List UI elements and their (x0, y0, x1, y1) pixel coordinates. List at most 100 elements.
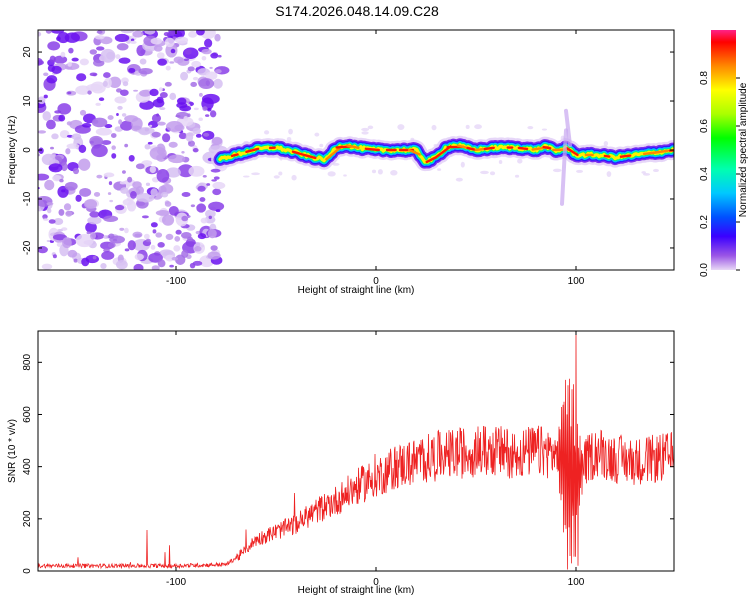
spectrogram-noise-blob (209, 66, 213, 69)
spectrogram-noise-blob (149, 124, 153, 127)
spectrogram-noise-blob (78, 158, 91, 171)
spectrogram-noise-blob (127, 176, 133, 183)
spectrogram-noise-blob (166, 121, 184, 132)
spectrogram-noise-blob (89, 49, 98, 55)
spectrogram-noise-blob (91, 117, 108, 128)
spectrogram-noise-blob (192, 260, 203, 266)
spectrogram-noise-blob (66, 121, 72, 126)
spectrogram-noise-blob (102, 80, 108, 87)
spectrogram-noise-blob (180, 71, 189, 81)
spectrogram-noise-blob (41, 263, 53, 270)
spectrogram-noise-blob (134, 253, 144, 261)
spectrogram-noise-blob (155, 209, 170, 216)
spectrogram-noise-blob (75, 194, 82, 202)
spectrogram-noise-blob (122, 170, 126, 174)
spectrogram-noise-blob (48, 163, 63, 173)
snr-xtick-label: -100 (166, 577, 186, 588)
spectrogram-noise-blob (183, 115, 189, 122)
spectrogram-noise-blob (474, 124, 482, 130)
spectrogram-noise-blob (144, 30, 156, 35)
spectrogram-noise-blob (38, 246, 48, 254)
colorbar-ticks: 0.0 0.2 0.4 0.6 0.8 (699, 71, 740, 277)
spectrogram-noise-blob (89, 135, 104, 147)
spectrogram-ridge-peak (652, 149, 669, 154)
spectrogram-noise-blob (174, 235, 181, 242)
spectrogram-noise-blob (94, 35, 105, 40)
spectrogram-xlabel: Height of straight line (km) (298, 285, 415, 296)
spectrogram-ridge-peak (346, 144, 360, 150)
spectrogram-noise-blob (66, 143, 80, 149)
spectrogram-noise-blob (162, 214, 175, 226)
spectrogram-noise-blob (46, 119, 56, 130)
spectrogram-ridge-peak (364, 147, 381, 152)
spectrogram-noise-blob (210, 52, 219, 59)
spectrogram-noise-blob (58, 208, 65, 216)
spectrogram-noise-blob (164, 201, 172, 207)
spectrogram-noise-blob (150, 244, 156, 250)
spectrogram-noise-blob (162, 133, 171, 143)
spectrogram-noise-blob (187, 66, 195, 72)
snr-ytick-label: 400 (22, 458, 33, 475)
spectrogram-noise-blob (157, 58, 167, 66)
spectrogram-noise-blob (200, 217, 208, 224)
spectrogram-noise-blob (157, 121, 166, 126)
spectrogram-noise-blob (460, 161, 465, 168)
spectrogram-noise-blob (209, 110, 217, 118)
spectrogram-noise-blob (100, 263, 107, 269)
spectrogram-noise-blob (251, 172, 261, 176)
spectrogram-noise-blob (111, 153, 117, 159)
spectrogram-noise-blob (175, 36, 189, 44)
spectrogram-noise-blob (319, 143, 324, 148)
spectrogram-noise-blob (149, 88, 159, 97)
spectrogram-noise-blob (79, 58, 89, 66)
snr-ylabel: SNR (10 * v/v) (7, 419, 18, 483)
spectrogram-noise-blob (49, 55, 56, 63)
spectrogram-noise-blob (53, 218, 64, 225)
spectrogram-noise-blob (163, 32, 170, 37)
spectrogram-noise-blob (45, 30, 52, 34)
spectrogram-noise-blob (153, 45, 163, 52)
spectrogram-noise-blob (51, 133, 59, 140)
chart-title: S174.2026.048.14.09.C28 (275, 3, 439, 19)
spectrogram-noise-blob (165, 167, 181, 178)
colorbar-tick-label: 0.0 (699, 263, 710, 277)
spectrogram-noise-blob (130, 190, 137, 199)
spectrogram-noise-blob (120, 187, 129, 194)
spectrogram-noise-blob (126, 200, 137, 212)
spectrogram-noise-blob (603, 140, 609, 147)
spectrogram-noise-blob (199, 92, 203, 97)
spectrogram-noise-blob (489, 171, 496, 176)
spectrogram-noise-blob (124, 248, 130, 252)
spectrogram-noise-blob (145, 182, 151, 186)
spectrogram-noise-blob (138, 67, 153, 75)
spectrogram-noise-blob (38, 130, 47, 134)
colorbar-gradient (711, 30, 736, 270)
spectrogram-noise-blob (95, 127, 113, 136)
spectrogram-noise-blob (195, 133, 202, 138)
spectrogram-noise-blob (73, 258, 78, 263)
spectrogram-noise-blob (455, 177, 463, 182)
spectrogram-noise-blob (193, 107, 199, 111)
spectrogram-noise-blob (190, 204, 196, 208)
spectrogram-noise-blob (327, 171, 336, 177)
spectrogram-noise-blob (75, 233, 94, 248)
spectrogram-ridge-peak (230, 153, 239, 158)
spectrogram-noise-blob (115, 259, 128, 270)
spectrogram-noise-blob (50, 146, 54, 150)
spectrogram-noise-blob (165, 65, 171, 71)
spectrogram-noise-blob (213, 176, 220, 180)
spectrogram-noise-blob (151, 114, 161, 123)
spectrogram-ytick-label: 20 (22, 46, 33, 58)
spectrogram-noise-blob (135, 186, 145, 196)
spectrogram-noise-blob (185, 48, 192, 55)
colorbar-tick-label: 0.4 (699, 167, 710, 181)
colorbar-tick-label: 0.6 (699, 119, 710, 133)
spectrogram-noise-blob (43, 72, 49, 77)
spectrogram-noise-blob (278, 171, 283, 176)
spectrogram-noise-blob (79, 187, 92, 197)
spectrogram-noise-blob (273, 175, 280, 179)
spectrogram-ridge-peak (245, 147, 260, 154)
spectrogram-noise-blob (156, 52, 165, 59)
spectrogram-noise-blob (161, 152, 166, 157)
spectrogram-ridge-peak (565, 146, 579, 157)
